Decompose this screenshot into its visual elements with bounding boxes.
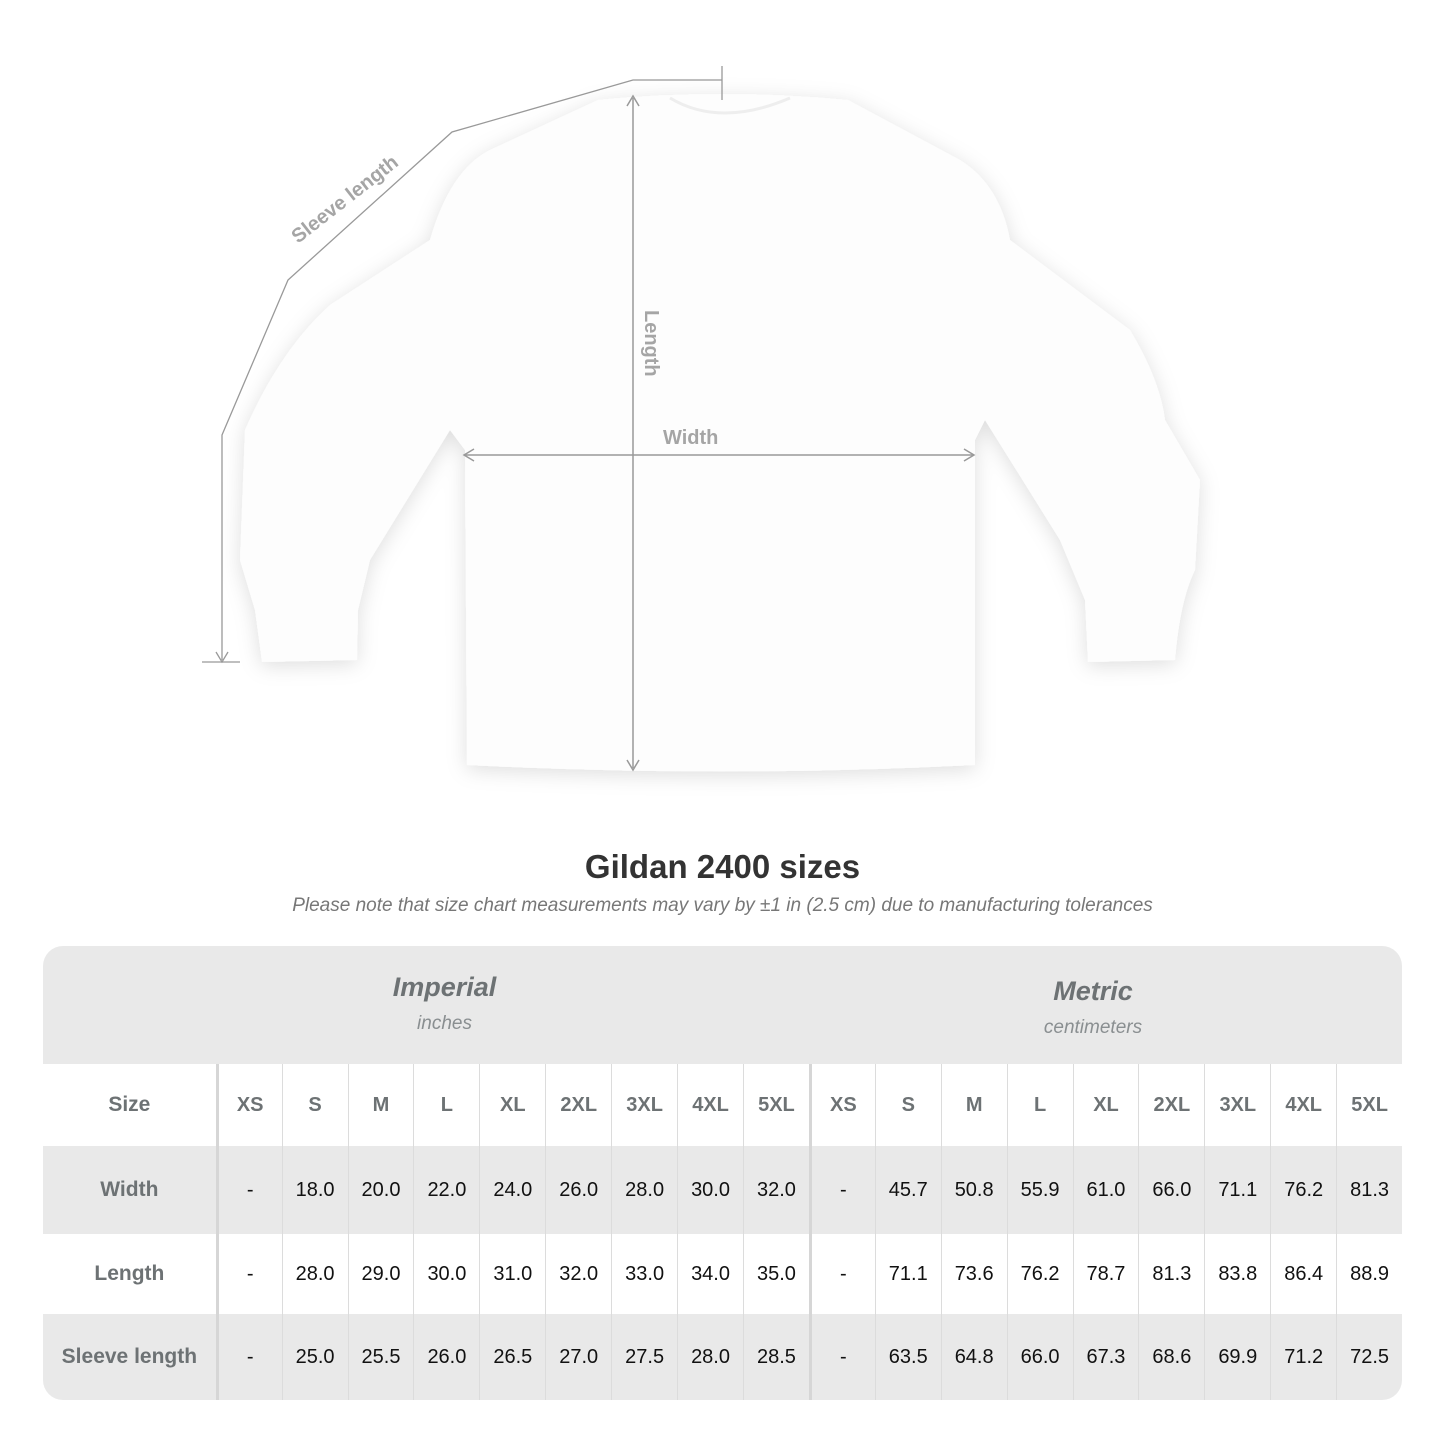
tolerance-note: Please note that size chart measurements…	[292, 895, 1153, 916]
imperial-value: 24.0	[479, 1146, 545, 1234]
metric-size-header: M	[940, 1064, 1007, 1146]
sleeve-length-measure-line	[202, 66, 723, 664]
metric-size-header: 4XL	[1270, 1064, 1336, 1146]
row-label: Sleeve length	[61, 1345, 198, 1368]
metric-value: 81.3	[1138, 1234, 1204, 1314]
imperial-value: 27.0	[545, 1314, 611, 1400]
imperial-value: 32.0	[545, 1234, 611, 1314]
metric-size-header: XL	[1072, 1064, 1139, 1146]
metric-value: -	[808, 1234, 875, 1314]
unit-header-band	[43, 946, 1402, 1064]
imperial-size-header: 4XL	[677, 1064, 743, 1146]
imperial-size-header: L	[413, 1064, 479, 1146]
metric-value: 76.2	[1006, 1234, 1073, 1314]
metric-value: 71.1	[874, 1234, 941, 1314]
metric-value: 66.0	[1006, 1314, 1073, 1400]
imperial-value: -	[215, 1234, 282, 1314]
imperial-heading: Imperial	[392, 972, 497, 1002]
metric-heading: Metric	[1053, 976, 1133, 1006]
page-title: Gildan 2400 sizes	[584, 848, 861, 885]
imperial-size-header: 2XL	[545, 1064, 611, 1146]
imperial-value: 25.5	[347, 1314, 414, 1400]
metric-header: Metric centimeters	[863, 976, 1323, 1039]
row-label: Length	[94, 1262, 165, 1285]
metric-value: -	[808, 1314, 875, 1400]
metric-value: 69.9	[1204, 1314, 1270, 1400]
imperial-size-header: XS	[215, 1064, 282, 1146]
metric-value: -	[808, 1146, 875, 1234]
imperial-value: 22.0	[413, 1146, 479, 1234]
metric-size-header: 5XL	[1336, 1064, 1402, 1146]
table-row: Width -18.0 20.0 22.0 24.0 26.0 28.0 30.0 32.0-4…	[43, 1146, 1402, 1234]
imperial-size-header: 5XL	[742, 1064, 809, 1146]
imperial-size-header: XL	[479, 1064, 545, 1146]
imperial-value: 28.0	[611, 1146, 677, 1234]
sleeve-length-label: Sleeve length	[288, 151, 403, 248]
metric-value: 71.2	[1270, 1314, 1336, 1400]
imperial-value: 25.0	[281, 1314, 348, 1400]
imperial-value: 26.0	[413, 1314, 479, 1400]
imperial-value: 31.0	[479, 1234, 545, 1314]
imperial-value: 35.0	[742, 1234, 809, 1314]
imperial-size-header: 3XL	[611, 1064, 677, 1146]
length-label: Length	[640, 310, 662, 377]
metric-size-header: 2XL	[1138, 1064, 1204, 1146]
metric-value: 86.4	[1270, 1234, 1336, 1314]
imperial-size-header: M	[347, 1064, 414, 1146]
imperial-value: 34.0	[677, 1234, 743, 1314]
imperial-header: Imperial inches	[216, 972, 673, 1035]
imperial-value: -	[215, 1314, 282, 1400]
metric-unit: centimeters	[1043, 1017, 1143, 1038]
metric-value: 67.3	[1072, 1314, 1139, 1400]
imperial-value: 28.5	[742, 1314, 809, 1400]
metric-value: 68.6	[1138, 1314, 1204, 1400]
table-header-row: Size XS S M L XL 2XL 3XL 4XL 5XL XS S M L XL 2XL 3XL 4XL 5…	[43, 1064, 1402, 1146]
width-label: Width	[663, 427, 718, 449]
metric-value: 73.6	[940, 1234, 1007, 1314]
metric-value: 72.5	[1336, 1314, 1402, 1400]
metric-value: 50.8	[940, 1146, 1007, 1234]
imperial-value: -	[215, 1146, 282, 1234]
imperial-unit: inches	[417, 1013, 472, 1034]
length-measure-line	[626, 94, 640, 772]
metric-size-header: S	[874, 1064, 941, 1146]
metric-value: 88.9	[1336, 1234, 1402, 1314]
imperial-value: 30.0	[413, 1234, 479, 1314]
shirt-diagram: Sleeve length Length Width	[202, 66, 1200, 772]
imperial-value: 18.0	[281, 1146, 348, 1234]
imperial-value: 28.0	[281, 1234, 348, 1314]
width-measure-line	[462, 448, 976, 462]
metric-value: 64.8	[940, 1314, 1007, 1400]
metric-size-header: 3XL	[1204, 1064, 1270, 1146]
imperial-value: 29.0	[347, 1234, 414, 1314]
metric-value: 78.7	[1072, 1234, 1139, 1314]
imperial-size-header: S	[281, 1064, 348, 1146]
metric-value: 76.2	[1270, 1146, 1336, 1234]
imperial-value: 26.0	[545, 1146, 611, 1234]
size-table: Imperial inches Metric centimeters Size X…	[43, 946, 1402, 1400]
imperial-value: 28.0	[677, 1314, 743, 1400]
metric-value: 63.5	[874, 1314, 941, 1400]
metric-value: 45.7	[874, 1146, 941, 1234]
imperial-value: 26.5	[479, 1314, 545, 1400]
row-label: Size	[108, 1093, 151, 1116]
metric-value: 66.0	[1138, 1146, 1204, 1234]
table-row: Sleeve length -25.0 25.5 26.0 26.5 27.0 27.5 28…	[43, 1314, 1402, 1400]
shirt-shape	[240, 94, 1200, 772]
metric-value: 83.8	[1204, 1234, 1270, 1314]
imperial-value: 32.0	[742, 1146, 809, 1234]
metric-value: 81.3	[1336, 1146, 1402, 1234]
table-row: Length -28.0 29.0 30.0 31.0 32.0 33.0 34.0 35.0-…	[43, 1234, 1402, 1314]
imperial-value: 33.0	[611, 1234, 677, 1314]
metric-value: 55.9	[1006, 1146, 1073, 1234]
imperial-value: 27.5	[611, 1314, 677, 1400]
metric-value: 71.1	[1204, 1146, 1270, 1234]
row-label: Width	[100, 1178, 159, 1201]
metric-value: 61.0	[1072, 1146, 1139, 1234]
metric-size-header: XS	[808, 1064, 875, 1146]
imperial-value: 30.0	[677, 1146, 743, 1234]
imperial-value: 20.0	[347, 1146, 414, 1234]
metric-size-header: L	[1006, 1064, 1073, 1146]
